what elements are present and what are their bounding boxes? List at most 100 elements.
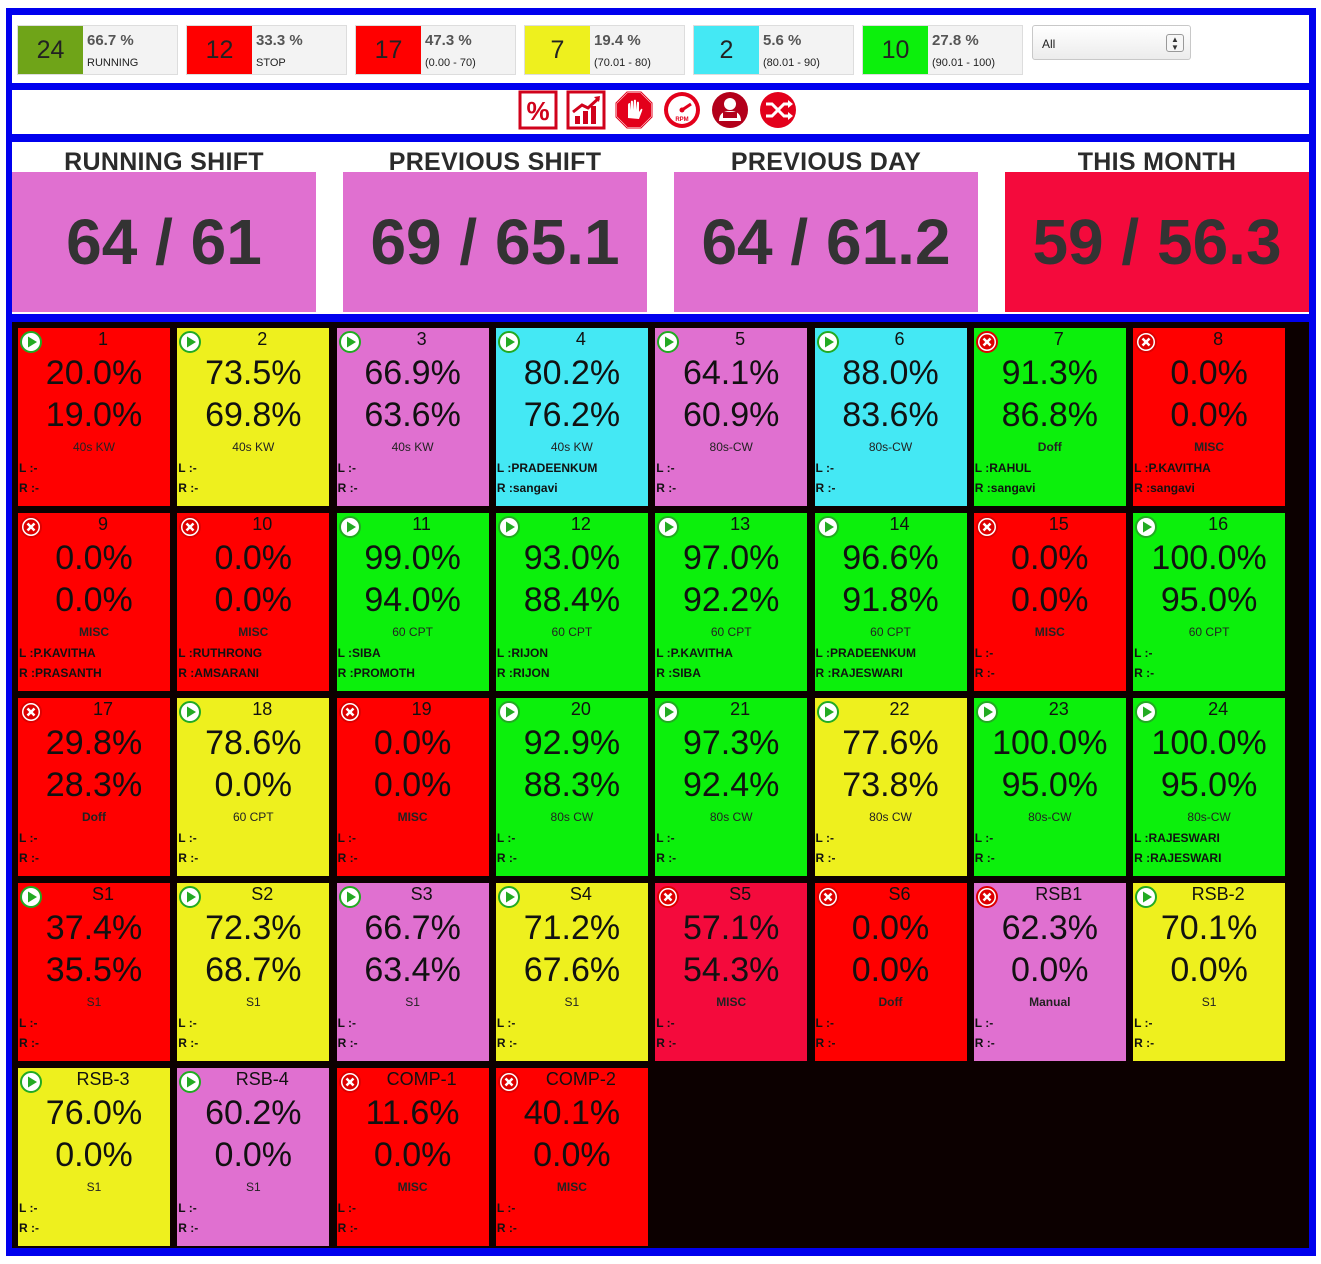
machine-tile[interactable]: S3 66.7% 63.4% S1 L :- R :-: [336, 883, 489, 1061]
machine-right-operator: R :-: [496, 1221, 517, 1235]
machine-id: 24: [1208, 699, 1229, 719]
machine-tile[interactable]: RSB-4 60.2% 0.0% S1 L :- R :-: [177, 1068, 330, 1246]
stop-hand-button[interactable]: [614, 90, 654, 132]
operator-button[interactable]: [710, 91, 750, 132]
machine-right-operator: R :-: [337, 1221, 358, 1235]
machine-efficiency-secondary: 91.8%: [842, 581, 939, 619]
machine-tile[interactable]: 2 73.5% 69.8% 40s KW L :- R :-: [177, 328, 330, 506]
trend-chart-button[interactable]: [566, 90, 606, 132]
machine-tile[interactable]: 23 100.0% 95.0% 80s-CW L :- R :-: [973, 698, 1126, 876]
summary-item[interactable]: 24 66.7 % RUNNING: [17, 25, 178, 75]
machine-tile[interactable]: 19 0.0% 0.0% MISC L :- R :-: [336, 698, 489, 876]
summary-item[interactable]: 12 33.3 % STOP: [186, 25, 347, 75]
summary-item[interactable]: 17 47.3 % (0.00 - 70): [355, 25, 516, 75]
machine-tile[interactable]: 18 78.6% 0.0% 60 CPT L :- R :-: [177, 698, 330, 876]
machine-tile[interactable]: S6 0.0% 0.0% Doff L :- R :-: [814, 883, 967, 1061]
machine-right-operator: R :RAJESWARI: [815, 666, 903, 680]
machine-category: 80s CW: [869, 810, 912, 824]
machine-tile[interactable]: S5 57.1% 54.3% MISC L :- R :-: [655, 883, 808, 1061]
machine-id: S5: [729, 884, 752, 904]
machine-tile[interactable]: 13 97.0% 92.2% 60 CPT L :P.KAVITHA R :SIBA: [655, 513, 808, 691]
machine-right-operator: R :RIJON: [496, 666, 550, 680]
percent-button[interactable]: %: [518, 90, 558, 135]
summary-item[interactable]: 7 19.4 % (70.01 - 80): [524, 25, 685, 75]
machine-category: S1: [245, 1180, 261, 1194]
machine-left-operator: L :PRADEENKUM: [815, 646, 916, 660]
machine-tile[interactable]: 15 0.0% 0.0% MISC L :- R :-: [973, 513, 1126, 691]
machine-tile[interactable]: 4 80.2% 76.2% 40s KW L :PRADEENKUM R :sangavi: [495, 328, 648, 506]
summary-label: (70.01 - 80): [594, 57, 651, 69]
shuffle-icon: [758, 90, 798, 135]
machine-tile[interactable]: S4 71.2% 67.6% S1 L :- R :-: [495, 883, 648, 1061]
rpm-gauge-button[interactable]: RPM: [662, 91, 702, 132]
play-icon: [657, 331, 680, 353]
machine-tile[interactable]: 11 99.0% 94.0% 60 CPT L :SIBA R :PROMOTH: [336, 513, 489, 691]
machine-tile[interactable]: 9 0.0% 0.0% MISC L :P.KAVITHA R :PRASANTH: [18, 513, 170, 691]
machine-tile[interactable]: 24 100.0% 95.0% 80s-CW L :RAJESWARI R :RAJESW…: [1133, 698, 1286, 876]
spinner-arrows-icon[interactable]: ▲ ▼: [1166, 34, 1184, 52]
machine-tile[interactable]: 14 96.6% 91.8% 60 CPT L :PRADEENKUM R :RAJESW…: [814, 513, 967, 691]
machine-category: MISC: [716, 995, 747, 1009]
machine-category: 80s-CW: [1028, 810, 1072, 824]
summary-item[interactable]: 10 27.8 % (90.01 - 100): [862, 25, 1023, 75]
filter-select[interactable]: All ▲ ▼: [1032, 25, 1191, 60]
machine-right-operator: R :-: [178, 481, 199, 495]
machine-tile[interactable]: S1 37.4% 35.5% S1 L :- R :-: [18, 883, 170, 1061]
machine-efficiency-secondary: 0.0%: [373, 1136, 452, 1174]
machine-left-operator: L :-: [178, 831, 197, 845]
machine-efficiency-primary: 60.2%: [205, 1094, 302, 1132]
machine-tile[interactable]: 22 77.6% 73.8% 80s CW L :- R :-: [814, 698, 967, 876]
machine-category: 80s-CW: [709, 440, 753, 454]
machine-tile[interactable]: 8 0.0% 0.0% MISC L :P.KAVITHA R :sangavi: [1133, 328, 1286, 506]
machine-right-operator: R :-: [337, 481, 358, 495]
machine-tile[interactable]: 3 66.9% 63.6% 40s KW L :- R :-: [336, 328, 489, 506]
machine-tile[interactable]: 7 91.3% 86.8% Doff L :RAHUL R :sangavi: [973, 328, 1126, 506]
summary-percent: 47.3 %: [425, 32, 472, 49]
machine-tile[interactable]: 16 100.0% 95.0% 60 CPT L :- R :-: [1133, 513, 1286, 691]
machine-tile[interactable]: RSB-3 76.0% 0.0% S1 L :- R :-: [18, 1068, 170, 1246]
machine-tile[interactable]: 17 29.8% 28.3% Doff L :- R :-: [18, 698, 170, 876]
machine-efficiency-primary: 62.3%: [1001, 909, 1098, 947]
machine-right-operator: R :-: [19, 481, 39, 495]
play-icon: [179, 886, 202, 908]
machine-tile[interactable]: COMP-2 40.1% 0.0% MISC L :- R :-: [495, 1068, 648, 1246]
shuffle-button[interactable]: [758, 90, 798, 135]
machine-efficiency-primary: 20.0%: [45, 354, 143, 392]
machine-id: 19: [411, 699, 432, 719]
machine-tile[interactable]: 21 97.3% 92.4% 80s CW L :- R :-: [655, 698, 808, 876]
play-icon: [1135, 701, 1158, 723]
machine-category: S1: [86, 1180, 102, 1194]
summary-item[interactable]: 2 5.6 % (80.01 - 90): [693, 25, 854, 75]
stat-previous-day: PREVIOUS DAY 64 / 61.2: [674, 142, 978, 314]
machine-tile[interactable]: RSB-2 70.1% 0.0% S1 L :- R :-: [1133, 883, 1286, 1061]
machine-tile[interactable]: 12 93.0% 88.4% 60 CPT L :RIJON R :RIJON: [495, 513, 648, 691]
play-icon: [1135, 886, 1158, 908]
machine-right-operator: R :-: [656, 481, 677, 495]
percent-icon: %: [518, 90, 558, 135]
machine-tile[interactable]: RSB1 62.3% 0.0% Manual L :- R :-: [973, 883, 1126, 1061]
machine-tile[interactable]: COMP-1 11.6% 0.0% MISC L :- R :-: [336, 1068, 489, 1246]
machine-tile[interactable]: S2 72.3% 68.7% S1 L :- R :-: [177, 883, 330, 1061]
summary-label: (80.01 - 90): [763, 57, 820, 69]
stop-icon: [975, 516, 998, 538]
machine-efficiency-secondary: 60.9%: [682, 396, 780, 434]
machine-id: 18: [252, 699, 273, 719]
machine-efficiency-secondary: 63.4%: [364, 951, 461, 989]
machine-category: 40s KW: [391, 440, 434, 454]
machine-tile[interactable]: 5 64.1% 60.9% 80s-CW L :- R :-: [655, 328, 808, 506]
machine-efficiency-primary: 91.3%: [1001, 354, 1098, 392]
machine-tile[interactable]: 1 20.0% 19.0% 40s KW L :- R :-: [18, 328, 170, 506]
play-icon: [179, 1071, 202, 1093]
stat-value: 64 / 61: [12, 172, 316, 312]
stop-icon: [975, 331, 998, 353]
machine-category: Manual: [1029, 995, 1071, 1009]
summary-label: STOP: [256, 57, 286, 69]
machine-right-operator: R :SIBA: [656, 666, 701, 680]
machine-id: S4: [569, 884, 592, 904]
machine-tile[interactable]: 20 92.9% 88.3% 80s CW L :- R :-: [495, 698, 648, 876]
machine-right-operator: R :-: [178, 851, 199, 865]
machine-tile[interactable]: 6 88.0% 83.6% 80s-CW L :- R :-: [814, 328, 967, 506]
play-icon: [20, 331, 42, 353]
machine-right-operator: R :-: [1134, 666, 1155, 680]
machine-tile[interactable]: 10 0.0% 0.0% MISC L :RUTHRONG R :AMSARANI: [177, 513, 330, 691]
